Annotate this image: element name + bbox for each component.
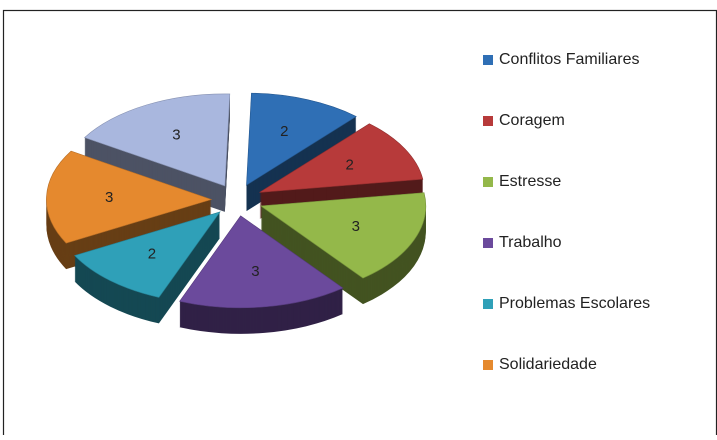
slice-group (259, 123, 424, 219)
slice-group (83, 93, 231, 212)
legend-label: Conflitos Familiares (499, 51, 639, 68)
slice (179, 215, 344, 309)
legend-label: Coragem (499, 112, 565, 129)
data-label: 3 (352, 218, 360, 235)
data-label: 2 (280, 123, 288, 140)
legend-swatch (483, 299, 493, 309)
legend-label: Problemas Escolares (499, 295, 650, 312)
slice (46, 150, 213, 244)
slice-group (74, 211, 221, 324)
slice-group (46, 150, 213, 270)
slice (246, 92, 357, 186)
data-label: 2 (345, 156, 353, 173)
legend-label: Trabalho (499, 234, 562, 251)
legend-swatch (483, 238, 493, 248)
slice-group (179, 215, 344, 334)
legend-swatch (483, 116, 493, 126)
slice (259, 192, 427, 279)
data-label: 3 (251, 263, 259, 280)
legend-label: Solidariedade (499, 356, 597, 373)
legend-label: Estresse (499, 173, 561, 190)
slice (83, 93, 231, 187)
slice-group (259, 192, 427, 305)
legend-swatch (483, 55, 493, 65)
legend-swatch (483, 177, 493, 187)
slice (74, 211, 221, 298)
data-label: 3 (105, 189, 113, 206)
slice (259, 123, 424, 193)
data-label: 2 (148, 245, 156, 262)
legend-swatch (483, 360, 493, 370)
data-label: 3 (172, 127, 180, 144)
